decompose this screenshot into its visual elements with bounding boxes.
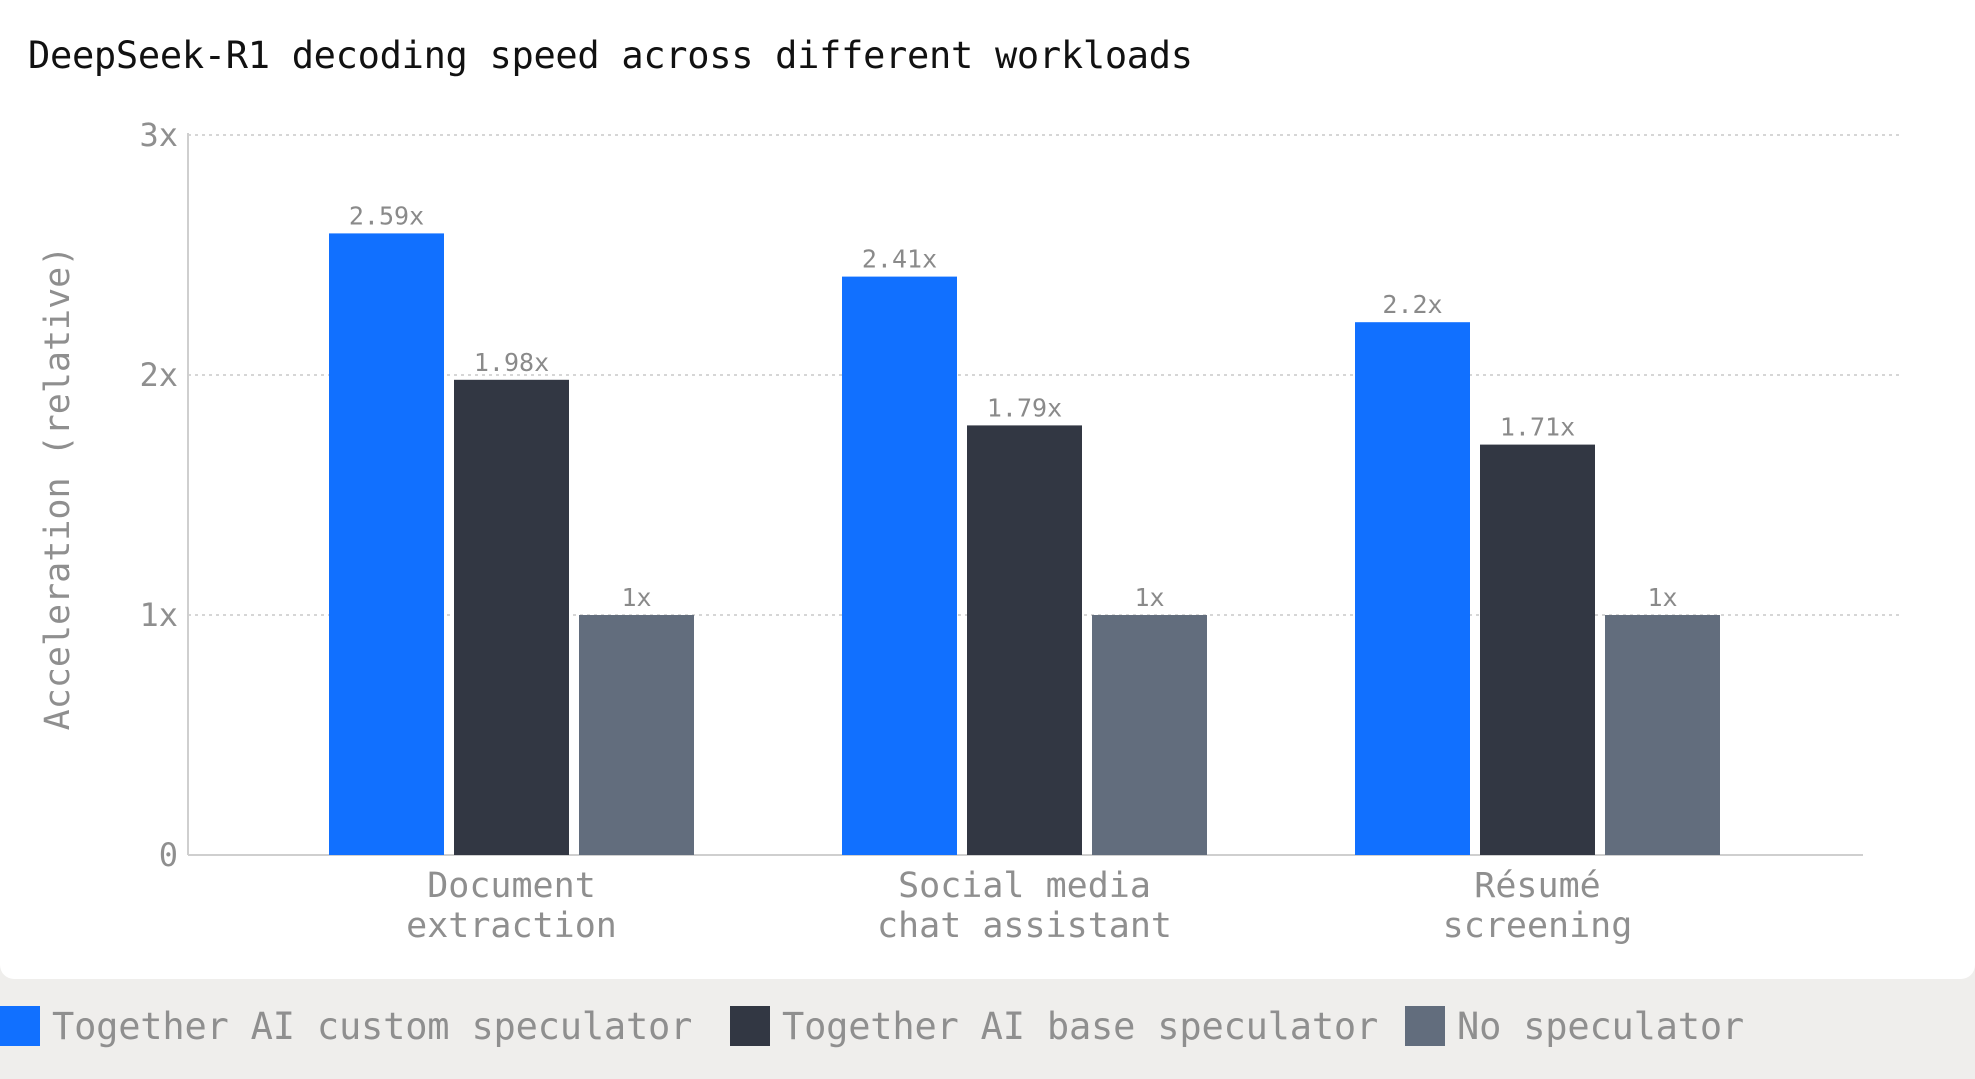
chart-title: DeepSeek-R1 decoding speed across differ… [28,34,1193,77]
bar-base-speculator [454,379,569,855]
chart-card: DeepSeek-R1 decoding speed across differ… [0,0,1975,979]
legend: Together AI custom speculator Together AI… [0,1004,1975,1048]
legend-label: No speculator [1457,1004,1744,1048]
y-axis-title: Acceleration (relative) [38,246,78,731]
bar-value-label: 1x [621,583,651,612]
legend-label: Together AI base speculator [782,1004,1379,1048]
bar-value-label: 1.71x [1500,413,1575,442]
bar-value-label: 1x [1647,583,1677,612]
bar-base-speculator [1480,444,1595,855]
y-tick-label: 2x [139,356,178,394]
x-category-label: Social media [898,866,1151,906]
legend-swatch [1405,1006,1445,1046]
bar-value-label: 1x [1134,583,1164,612]
bar-value-label: 2.41x [862,245,937,274]
bar-none-speculator [1092,615,1207,855]
bar-value-label: 2.2x [1382,290,1442,319]
legend-swatch [730,1006,770,1046]
x-category-label: chat assistant [877,906,1172,946]
bar-value-label: 1.98x [474,348,549,377]
x-category-label: screening [1443,906,1633,946]
legend-item: Together AI custom speculator [0,1004,692,1048]
x-category-label: extraction [406,906,617,946]
bar-none-speculator [579,615,694,855]
y-tick-label: 0 [159,836,178,874]
y-tick-label: 1x [139,596,178,634]
bar-custom-speculator [1355,322,1470,855]
bar-custom-speculator [842,276,957,856]
bar-value-label: 1.79x [987,393,1062,422]
legend-label: Together AI custom speculator [52,1004,693,1048]
bar-value-label: 2.59x [349,201,424,230]
x-category-label: Document [427,866,596,906]
bar-custom-speculator [329,233,444,855]
legend-item: No speculator [1405,1004,1744,1048]
y-tick-label: 3x [139,116,178,154]
x-category-label: Résumé [1474,866,1600,906]
bar-base-speculator [967,425,1082,855]
legend-item: Together AI base speculator [730,1004,1378,1048]
legend-swatch [0,1006,40,1046]
chart-plot: 0 1x 2x 3x Acceleration (relative) 2.59x 1.98x… [38,116,1900,946]
bar-none-speculator [1605,615,1720,855]
